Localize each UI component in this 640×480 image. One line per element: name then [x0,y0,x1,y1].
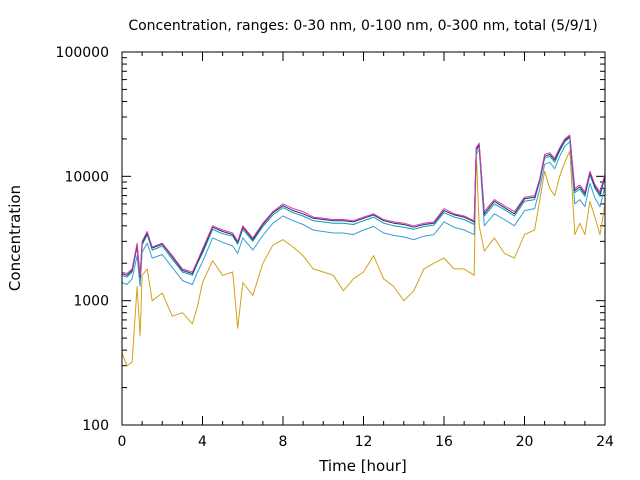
y-tick-label: 100000 [56,45,109,61]
series-layer [121,134,606,367]
series-line-5 [121,150,606,367]
x-tick-label: 24 [596,434,614,450]
series-line-3 [121,137,606,280]
x-tick-label: 0 [118,434,127,450]
x-tick-label: 8 [279,434,288,450]
x-tick-label: 16 [435,434,453,450]
x-axis-label: Time [hour] [318,457,407,475]
x-axis-ticks: 0 4 8 12 16 20 24 [118,52,614,450]
x-tick-label: 12 [355,434,373,450]
y-tick-label: 1000 [73,294,109,310]
y-tick-label: 100 [82,418,109,434]
x-tick-label: 20 [516,434,534,450]
series-line-2 [121,135,606,278]
y-axis-label: Concentration [6,185,24,291]
y-tick-label: 10000 [64,169,109,185]
x-tick-label: 4 [198,434,207,450]
plot-frame [121,51,606,426]
series-line-4 [121,141,606,287]
chart-title: Concentration, ranges: 0-30 nm, 0-100 nm… [128,18,597,34]
series-line-1 [121,134,606,276]
